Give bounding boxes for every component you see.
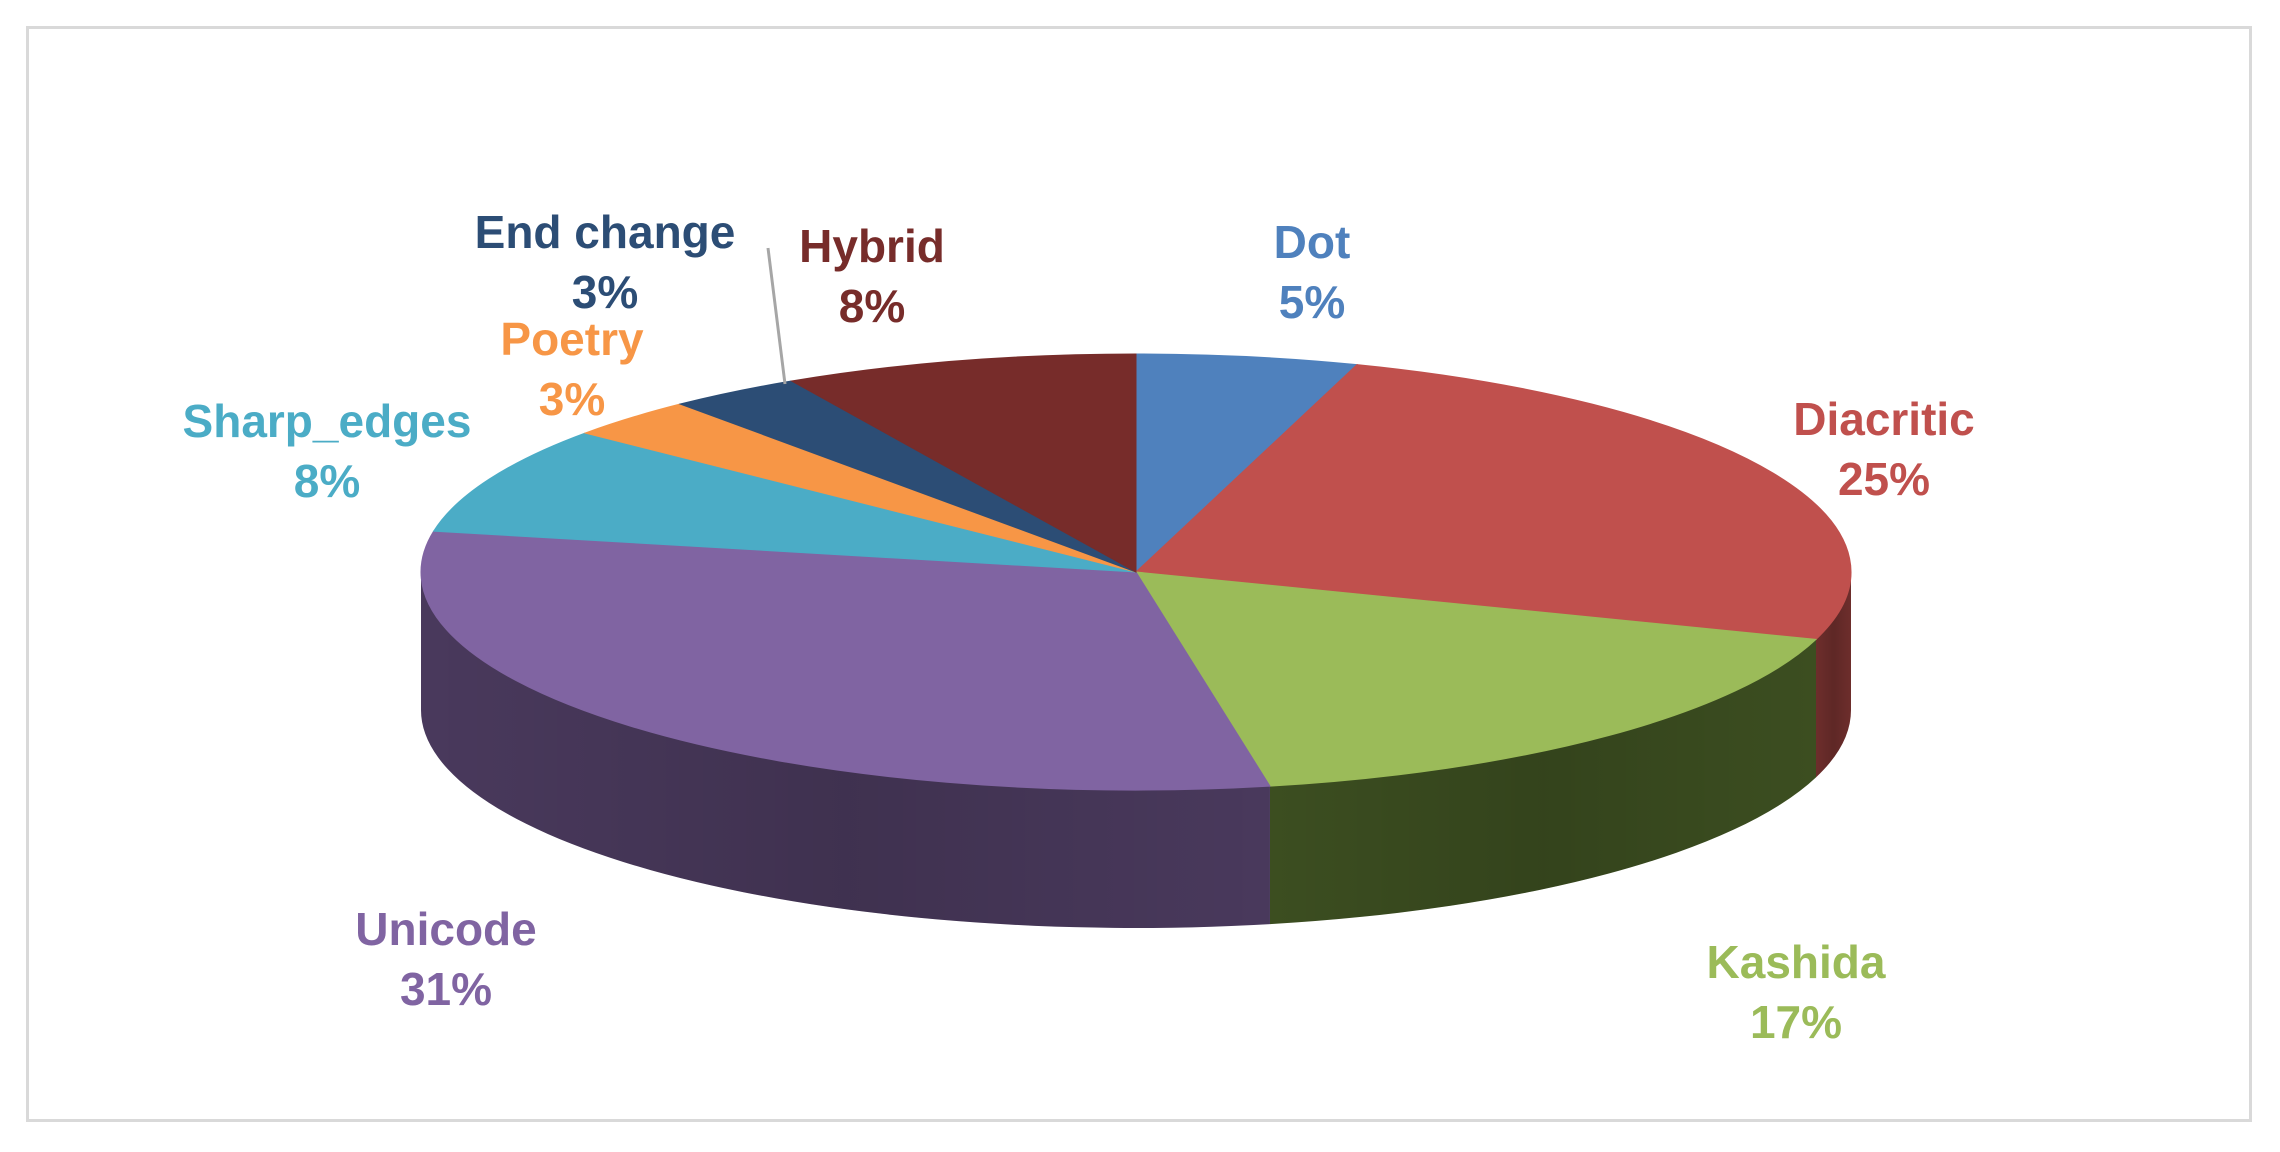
slice-percent-diacritic: 25% — [1838, 453, 1930, 505]
slice-side-shade-diacritic — [1816, 572, 1851, 778]
pie-labels: Dot 5% Diacritic 25% Kashida 17% Unicode 31% Sha… — [183, 206, 1975, 1048]
data-label-sharp-edges: Sharp_edges 8% — [183, 395, 472, 507]
data-label-diacritic: Diacritic 25% — [1793, 393, 1975, 505]
slice-name-poetry: Poetry — [500, 313, 644, 365]
data-label-end-change: End change 3% — [475, 206, 736, 318]
slice-hybrid — [790, 353, 1137, 573]
slice-percent-sharp-edges: 8% — [294, 455, 360, 507]
slice-kashida — [1135, 571, 1818, 787]
slice-unicode — [420, 530, 1271, 791]
slice-percent-unicode: 31% — [400, 963, 492, 1015]
slice-name-dot: Dot — [1274, 216, 1351, 268]
data-label-poetry: Poetry 3% — [500, 313, 644, 425]
slice-percent-hybrid: 8% — [839, 280, 905, 332]
slice-name-kashida: Kashida — [1707, 936, 1886, 988]
slice-dot — [1135, 353, 1359, 574]
slice-name-end-change: End change — [475, 206, 736, 258]
pie-sides — [421, 572, 1851, 928]
slice-name-diacritic: Diacritic — [1793, 393, 1975, 445]
slice-percent-dot: 5% — [1279, 276, 1345, 328]
slice-percent-end-change: 3% — [572, 266, 638, 318]
data-label-kashida: Kashida 17% — [1707, 936, 1886, 1048]
slice-side-shade-kashida — [1269, 639, 1817, 925]
slice-name-unicode: Unicode — [355, 903, 536, 955]
slice-name-sharp-edges: Sharp_edges — [183, 395, 472, 447]
slice-name-hybrid: Hybrid — [799, 220, 945, 272]
slice-percent-kashida: 17% — [1750, 996, 1842, 1048]
slice-sharp-edges — [432, 432, 1137, 573]
end-change-leader-line — [766, 247, 787, 385]
slice-percent-poetry: 3% — [539, 373, 605, 425]
data-label-dot: Dot 5% — [1274, 216, 1351, 328]
data-label-unicode: Unicode 31% — [355, 903, 536, 1015]
slice-side-shade-unicode — [421, 572, 1270, 928]
pie-tops — [420, 353, 1852, 791]
data-label-hybrid: Hybrid 8% — [799, 220, 945, 332]
slice-diacritic — [1134, 364, 1852, 640]
